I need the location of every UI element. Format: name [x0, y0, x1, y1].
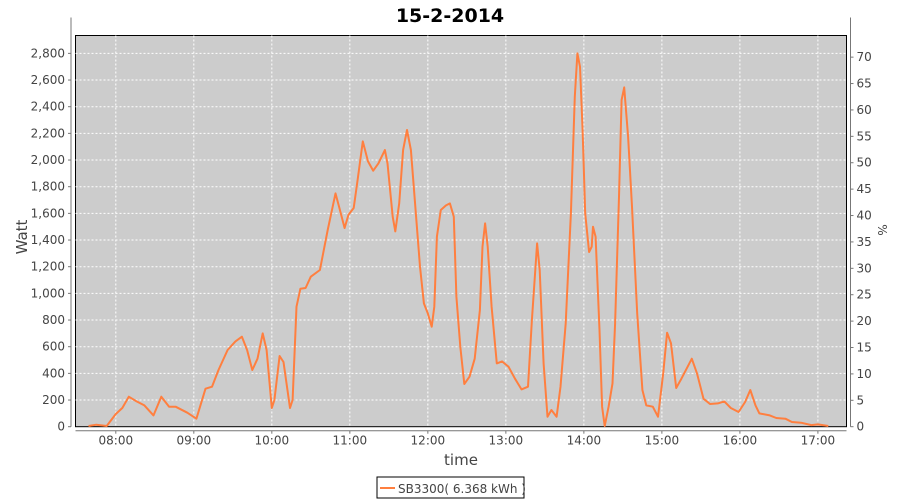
y-tick-label: 600: [42, 340, 65, 354]
y-right-tick-label: 65: [857, 77, 872, 91]
legend-label: SB3300( 6.368 kWh ): [398, 482, 526, 496]
y-right-tick-label: 25: [857, 288, 872, 302]
y-right-tick-label: 45: [857, 182, 872, 196]
y-right-tick-label: 55: [857, 129, 872, 143]
x-tick-label: 08:00: [99, 434, 134, 448]
y-axis-right-label: %: [875, 224, 889, 235]
y-right-tick-label: 10: [857, 367, 872, 381]
x-axis-label: time: [444, 451, 478, 469]
x-tick-label: 12:00: [411, 434, 446, 448]
y-right-tick-label: 5: [857, 393, 865, 407]
y-tick-label: 1,200: [31, 260, 65, 274]
x-tick-label: 10:00: [255, 434, 290, 448]
y-axis-label: Watt: [13, 219, 31, 254]
y-tick-label: 0: [57, 420, 65, 434]
y-right-tick-label: 60: [857, 103, 872, 117]
y-tick-label: 400: [42, 366, 65, 380]
y-tick-label: 1,000: [31, 286, 65, 300]
series-line-sb3300: [88, 52, 829, 427]
y-tick-label: 2,600: [31, 73, 65, 87]
y-right-tick-label: 50: [857, 156, 872, 170]
y-tick-label: 2,400: [31, 100, 65, 114]
y-tick-label: 1,400: [31, 233, 65, 247]
y-tick-label: 2,200: [31, 126, 65, 140]
y-tick-label: 2,000: [31, 153, 65, 167]
y-right-tick-label: 35: [857, 235, 872, 249]
x-tick-label: 13:00: [489, 434, 524, 448]
axes: 08:00 09:00 10:00 11:00 12:00 13:00 14:00 15:00…: [31, 17, 872, 448]
y-tick-label: 1,600: [31, 206, 65, 220]
y-right-tick-label: 40: [857, 209, 872, 223]
x-tick-label: 15:00: [645, 434, 680, 448]
y-tick-label: 1,800: [31, 180, 65, 194]
plot-area: [75, 35, 847, 428]
x-tick-label: 11:00: [333, 434, 368, 448]
legend: SB3300( 6.368 kWh ): [376, 476, 526, 499]
x-tick-label: 16:00: [723, 434, 758, 448]
chart-title: 15-2-2014: [396, 5, 504, 27]
y-right-tick-label: 0: [857, 420, 865, 434]
y-tick-label: 200: [42, 393, 65, 407]
y-tick-label: 800: [42, 313, 65, 327]
grid: [75, 35, 847, 427]
y-tick-label: 2,800: [31, 46, 65, 60]
x-tick-label: 14:00: [567, 434, 602, 448]
y-right-tick-label: 15: [857, 341, 872, 355]
y-right-tick-label: 20: [857, 314, 872, 328]
legend-box: [376, 476, 525, 499]
x-tick-label: 09:00: [177, 434, 212, 448]
y-right-tick-label: 70: [857, 50, 872, 64]
x-tick-label: 17:00: [801, 434, 836, 448]
y-right-tick-label: 30: [857, 261, 872, 275]
